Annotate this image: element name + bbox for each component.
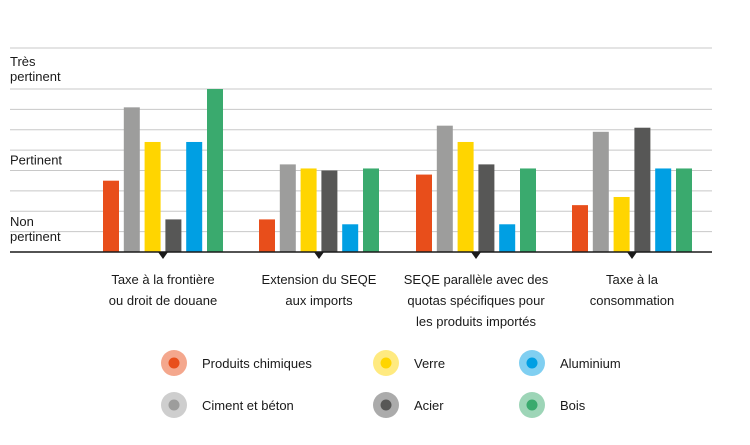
category-tick-marker [158, 252, 168, 259]
y-tick-label-line: Non [10, 214, 34, 229]
y-tick-label: Non pertinent [10, 214, 61, 244]
x-tick-label: Extension du SEQE aux imports [262, 272, 377, 308]
legend-label: Bois [560, 398, 586, 413]
bars [103, 89, 692, 253]
y-tick-label: Très pertinent [10, 54, 61, 84]
y-tick-label-line: Très [10, 54, 36, 69]
legend-swatch [168, 399, 180, 411]
x-tick-label: SEQE parallèle avec des quotas spécifique… [404, 272, 549, 329]
bar [634, 127, 651, 252]
y-tick-label-line: pertinent [10, 229, 61, 244]
legend-item: Acier [373, 392, 444, 418]
legend-swatch [380, 357, 392, 369]
bar [655, 168, 672, 252]
bar [103, 180, 119, 252]
bar [499, 224, 516, 252]
bar [478, 164, 495, 252]
x-tick-label: Taxe à la frontière ou droit de douane [109, 272, 217, 308]
legend-swatch [526, 357, 538, 369]
bar [457, 141, 474, 252]
legend-item: Bois [519, 392, 586, 418]
bar [520, 168, 536, 252]
bar [676, 168, 692, 252]
bar [436, 125, 453, 252]
x-tick-label-line: consommation [590, 293, 675, 308]
x-tick-label: Taxe à la consommation [590, 272, 675, 308]
bar [572, 205, 588, 252]
legend-item: Aluminium [519, 350, 621, 376]
y-tick-label-line: Pertinent [10, 153, 62, 168]
legend-swatch [526, 399, 538, 411]
legend: Produits chimiques Ciment et béton Verre Ac… [161, 350, 621, 418]
bar [363, 168, 379, 252]
bar [342, 224, 359, 252]
legend-label: Produits chimiques [202, 356, 312, 371]
category-tick-marker [314, 252, 324, 259]
y-tick-label: Pertinent [10, 153, 62, 168]
bar [613, 196, 630, 252]
legend-label: Ciment et béton [202, 398, 294, 413]
legend-item: Ciment et béton [161, 392, 294, 418]
x-tick-label-line: aux imports [285, 293, 353, 308]
legend-item: Produits chimiques [161, 350, 312, 376]
bar [279, 164, 296, 252]
bar [207, 89, 223, 252]
bar [144, 141, 161, 252]
x-tick-label-line: Taxe à la frontière [111, 272, 214, 287]
bar [321, 170, 338, 252]
bar [592, 131, 609, 252]
x-tick-label-line: Extension du SEQE [262, 272, 377, 287]
legend-label: Verre [414, 356, 445, 371]
x-tick-label-line: quotas spécifiques pour [407, 293, 545, 308]
bar [416, 174, 432, 252]
legend-item: Verre [373, 350, 445, 376]
y-tick-label-line: pertinent [10, 69, 61, 84]
x-tick-label-line: Taxe à la [606, 272, 659, 287]
legend-swatch [168, 357, 180, 369]
legend-label: Acier [414, 398, 444, 413]
legend-swatch [380, 399, 392, 411]
legend-label: Aluminium [560, 356, 621, 371]
x-tick-label-line: SEQE parallèle avec des [404, 272, 549, 287]
bar [186, 141, 203, 252]
bar [123, 107, 140, 253]
x-tick-label-line: les produits importés [416, 314, 536, 329]
bar [300, 168, 317, 252]
category-tick-marker [627, 252, 637, 259]
bar [259, 219, 275, 252]
x-tick-label-line: ou droit de douane [109, 293, 217, 308]
bar [165, 219, 182, 252]
category-tick-marker [471, 252, 481, 259]
